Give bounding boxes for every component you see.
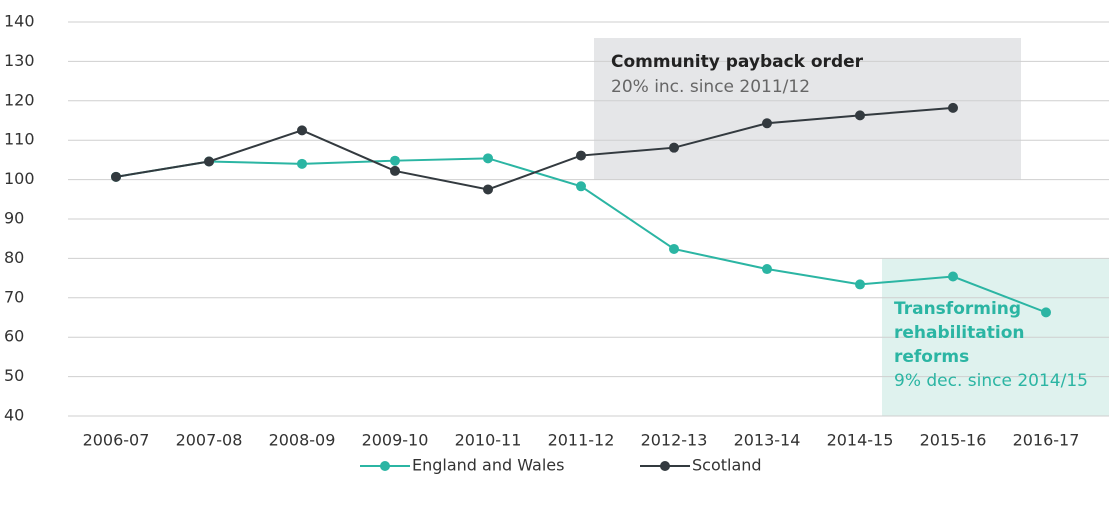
x-tick-label: 2012-13 [641, 431, 708, 450]
x-tick-label: 2006-07 [83, 431, 150, 450]
data-point [576, 150, 586, 161]
x-tick-label: 2016-17 [1013, 431, 1080, 450]
annotation-title: Community payback order [611, 52, 864, 72]
series-line [115, 106, 954, 191]
y-tick-label: 110 [4, 130, 35, 149]
y-tick-label: 140 [4, 12, 35, 31]
y-tick-label: 100 [4, 169, 35, 188]
data-point [762, 264, 772, 275]
x-tick-label: 2010-11 [455, 431, 522, 450]
data-point [483, 153, 493, 164]
x-tick-label: 2008-09 [269, 431, 336, 450]
x-tick-label: 2015-16 [920, 431, 987, 450]
legend-label: Scotland [692, 456, 762, 475]
y-tick-label: 130 [4, 51, 35, 70]
x-tick-label: 2011-12 [548, 431, 615, 450]
data-point [297, 125, 307, 136]
data-point [855, 279, 865, 290]
x-tick-label: 2009-10 [362, 431, 429, 450]
x-tick-label: 2007-08 [176, 431, 243, 450]
annotation-title: Transforming [894, 299, 1021, 319]
data-point [297, 158, 307, 169]
legend-marker [660, 461, 670, 471]
y-tick-label: 120 [4, 90, 35, 109]
legend-marker [380, 461, 390, 471]
data-point [948, 102, 958, 113]
x-tick-label: 2014-15 [827, 431, 894, 450]
y-tick-label: 70 [4, 287, 24, 306]
y-tick-label: 90 [4, 209, 24, 228]
x-tick-label: 2013-14 [734, 431, 801, 450]
data-point [111, 171, 121, 182]
data-point [390, 165, 400, 176]
annotation-text: 20% inc. since 2011/12 [611, 77, 810, 97]
data-point [669, 243, 679, 254]
data-point [1041, 307, 1051, 318]
data-point [948, 271, 958, 282]
y-tick-label: 40 [4, 406, 24, 425]
annotation-text: 9% dec. since 2014/15 [894, 371, 1088, 391]
data-point [855, 110, 865, 121]
annotation-title: rehabilitation [894, 323, 1024, 343]
data-point [576, 181, 586, 192]
data-point [762, 118, 772, 129]
y-tick-label: 60 [4, 327, 24, 346]
data-point [390, 155, 400, 166]
y-tick-label: 50 [4, 366, 24, 385]
data-point [483, 184, 493, 195]
annotation-title: reforms [894, 347, 969, 367]
y-tick-label: 80 [4, 248, 24, 267]
data-point [669, 142, 679, 153]
data-point [204, 156, 214, 167]
legend-label: England and Wales [412, 456, 564, 475]
